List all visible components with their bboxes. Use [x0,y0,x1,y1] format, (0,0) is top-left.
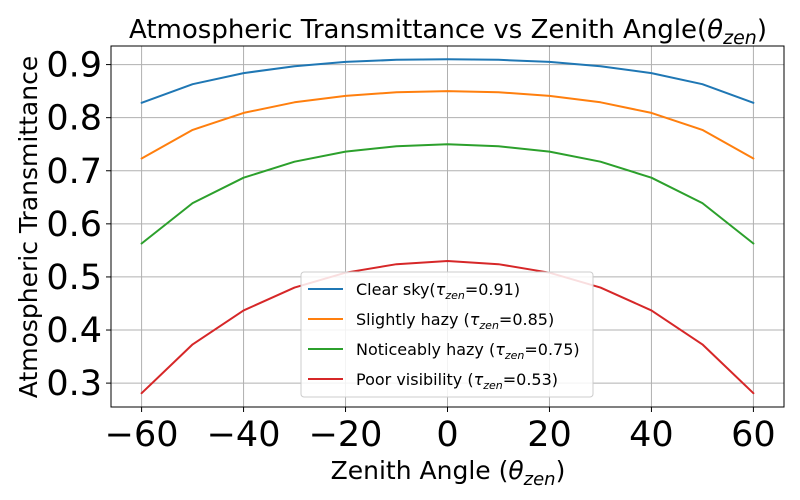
legend-label: Noticeably hazy (τzen=0.75) [356,340,580,362]
series-line-1 [140,58,755,104]
legend-box [300,271,594,398]
x-tick-label: −60 [105,415,179,455]
y-tick-label: 0.7 [46,152,102,192]
y-tick-label: 0.8 [46,99,102,139]
axis-ticks: −60 −40 −20 0 20 40 60 0.3 0.4 0.5 0.6 0.7 0.8 0.9 [46,46,775,455]
x-tick-label: 0 [436,415,458,455]
legend-label: Clear sky(τzen=0.91) [356,280,520,302]
series-lines [140,58,755,395]
x-axis-label: Zenith Angle (θzen) [331,456,566,490]
legend-label: Slightly hazy (τzen=0.85) [356,310,554,332]
y-tick-label: 0.6 [46,205,102,245]
y-tick-label: 0.3 [46,364,102,404]
y-tick-label: 0.9 [46,46,102,86]
chart-title: Atmospheric Transmittance vs Zenith Angl… [129,15,767,49]
grid [111,46,784,407]
y-tick-label: 0.5 [46,258,102,298]
x-tick-label: −20 [309,415,383,455]
series-line-3 [140,143,755,245]
y-axis-label: Atmospheric Transmittance [14,56,43,398]
legend-label: Poor visibility (τzen=0.53) [356,370,558,392]
series-line-4 [140,260,755,395]
legend: Clear sky(τzen=0.91) Slightly hazy (τzen=… [300,271,594,398]
x-tick-label: 20 [527,415,572,455]
x-tick-label: 40 [629,415,674,455]
x-tick-label: −40 [207,415,281,455]
x-tick-label: 60 [731,415,776,455]
series-line-2 [140,90,755,160]
y-tick-label: 0.4 [46,311,102,351]
